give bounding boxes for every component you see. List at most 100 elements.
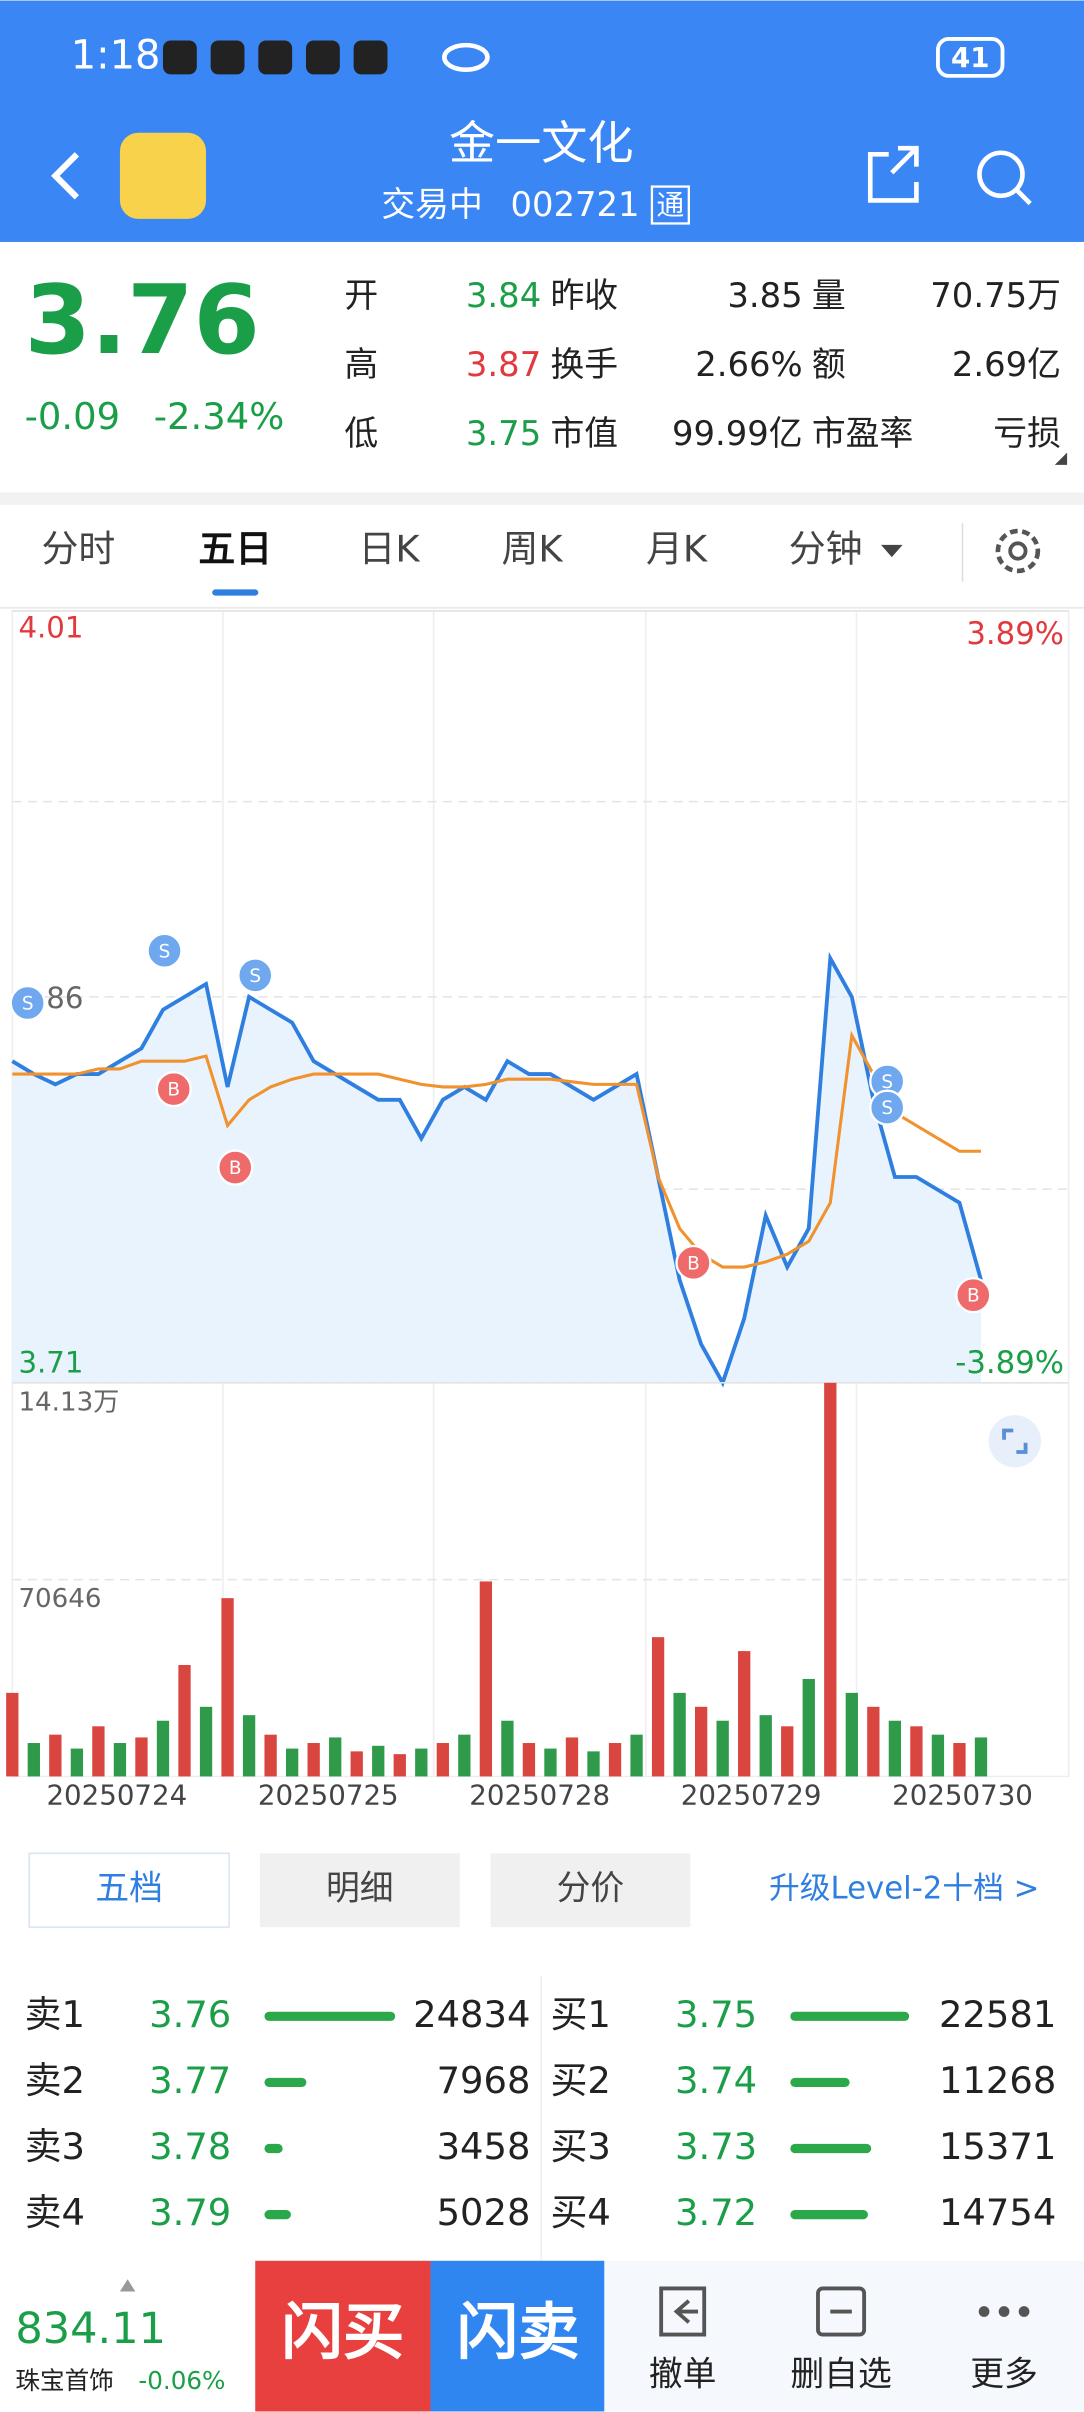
- order-label: 卖2: [25, 2059, 85, 2102]
- notification-icons: [162, 40, 388, 75]
- order-volume-bar: [264, 2210, 291, 2220]
- x-label: 20250729: [681, 1778, 822, 1811]
- tab[interactable]: 五日: [198, 527, 272, 570]
- order-volume-bar: [790, 2011, 910, 2021]
- order-tab[interactable]: 明细: [326, 1869, 394, 1908]
- trade-status: 交易中: [381, 185, 482, 224]
- trade-marker: [869, 1089, 906, 1126]
- order-volume-bar: [264, 2011, 396, 2021]
- trade-marker: [146, 932, 183, 969]
- volume-bar: [673, 1692, 686, 1777]
- y-tick-label: 4.01: [18, 610, 83, 644]
- x-label: 20250728: [469, 1778, 610, 1811]
- order-label: 卖4: [25, 2191, 85, 2234]
- stat-label: 市盈率: [812, 414, 913, 453]
- index-change: -0.06%: [138, 2366, 225, 2395]
- order-volume: 5028: [437, 2191, 531, 2234]
- tab[interactable]: 分时: [42, 527, 116, 570]
- trade-marker-label: B: [229, 1158, 242, 1179]
- order-price: 3.74: [675, 2059, 757, 2102]
- order-tab[interactable]: 分价: [557, 1869, 625, 1908]
- trade-marker: [675, 1244, 712, 1281]
- order-label: 买1: [550, 1993, 610, 2036]
- badge: 通: [657, 189, 685, 222]
- level2-link[interactable]: 升级Level-2十档 >: [769, 1871, 1039, 1907]
- order-label: 买4: [550, 2191, 610, 2234]
- trade-marker: [217, 1149, 254, 1186]
- x-label: 20250724: [46, 1778, 187, 1811]
- more[interactable]: 更多: [970, 2355, 1038, 2394]
- tab[interactable]: 日K: [358, 527, 420, 570]
- order-volume: 15371: [939, 2125, 1056, 2168]
- flash-buy-button[interactable]: [255, 2260, 431, 2412]
- order-volume-bar: [790, 2143, 872, 2154]
- search-button[interactable]: [977, 150, 1032, 206]
- volume-bar: [716, 1720, 729, 1777]
- order-book: 卖1 3.76 24834 卖2 3.77 7968 卖3 3.78 3458 卖4 3.79 502…: [25, 1993, 1057, 2234]
- order-tab[interactable]: 五档: [95, 1869, 163, 1908]
- volume-bar: [156, 1720, 170, 1777]
- order-volume-bar: [264, 2077, 307, 2088]
- order-label: 卖1: [25, 1993, 85, 2036]
- separator: [0, 492, 1084, 505]
- index-value: 834.11: [15, 2304, 166, 2354]
- volume-bar: [49, 1734, 62, 1777]
- volume-bar: [953, 1743, 966, 1777]
- trade-marker: [955, 1277, 992, 1314]
- volume-bar: [92, 1726, 105, 1777]
- trade-marker: [237, 957, 274, 994]
- chart: 4.013.863.713.89%-3.89%SSSBBBSSB14.13万70…: [6, 610, 1070, 1811]
- volume-bar: [608, 1743, 622, 1777]
- flash-buy[interactable]: 闪买: [281, 2296, 404, 2368]
- trade-marker-label: B: [967, 1286, 980, 1307]
- order-volume: 11268: [939, 2059, 1056, 2102]
- volume-bar: [436, 1743, 449, 1777]
- volume-bar: [113, 1743, 127, 1777]
- cancel-icon: [659, 2286, 707, 2337]
- volume-bar: [694, 1706, 708, 1777]
- order-label: 买3: [550, 2125, 610, 2168]
- volume-bar: [888, 1720, 902, 1777]
- expand-button[interactable]: [988, 1415, 1041, 1468]
- share-button[interactable]: [867, 145, 919, 203]
- volume-bar: [781, 1726, 794, 1777]
- stat-value: 亏损: [993, 414, 1061, 453]
- tab-underline: [212, 589, 259, 596]
- volume-bar: [329, 1737, 342, 1777]
- order-price: 3.75: [675, 1993, 757, 2036]
- tab[interactable]: 分钟: [789, 527, 863, 570]
- stat-value: 3.84: [466, 276, 541, 315]
- volume-bar: [350, 1751, 363, 1777]
- order-tab-bg[interactable]: [490, 1853, 691, 1928]
- settings-button[interactable]: [995, 528, 1041, 574]
- y2-tick-label: -3.89%: [955, 1345, 1064, 1381]
- volume-bar: [393, 1754, 406, 1777]
- index-name: 珠宝首饰: [15, 2366, 113, 2395]
- remove-watch[interactable]: 删自选: [790, 2355, 891, 2394]
- flash-sell-button[interactable]: [430, 2260, 605, 2412]
- cancel-order[interactable]: 撤单: [649, 2355, 717, 2394]
- volume-bar: [70, 1748, 84, 1777]
- order-volume-bar: [264, 2143, 283, 2154]
- order-tab-bg[interactable]: [259, 1853, 460, 1928]
- order-volume: 7968: [437, 2059, 531, 2102]
- volume-bar: [587, 1751, 600, 1777]
- volume-bar: [372, 1745, 385, 1777]
- price-area: [12, 958, 981, 1383]
- order-tab-bg[interactable]: [28, 1852, 230, 1928]
- tabs: 分时 五日 日K 周K 月K 分钟: [42, 527, 863, 596]
- tab[interactable]: 月K: [646, 527, 708, 570]
- stat-label: 昨收: [550, 276, 618, 315]
- volume-bar: [6, 1692, 19, 1777]
- volume-bar: [544, 1748, 557, 1777]
- order-price: 3.72: [675, 2191, 757, 2234]
- flash-sell[interactable]: 闪卖: [457, 2296, 580, 2368]
- back-button[interactable]: [51, 152, 80, 200]
- order-price: 3.79: [149, 2191, 231, 2234]
- tab[interactable]: 周K: [501, 527, 563, 570]
- volume-bar: [931, 1734, 945, 1777]
- order-volume: 24834: [413, 1993, 530, 2036]
- trade-marker-label: S: [159, 941, 171, 962]
